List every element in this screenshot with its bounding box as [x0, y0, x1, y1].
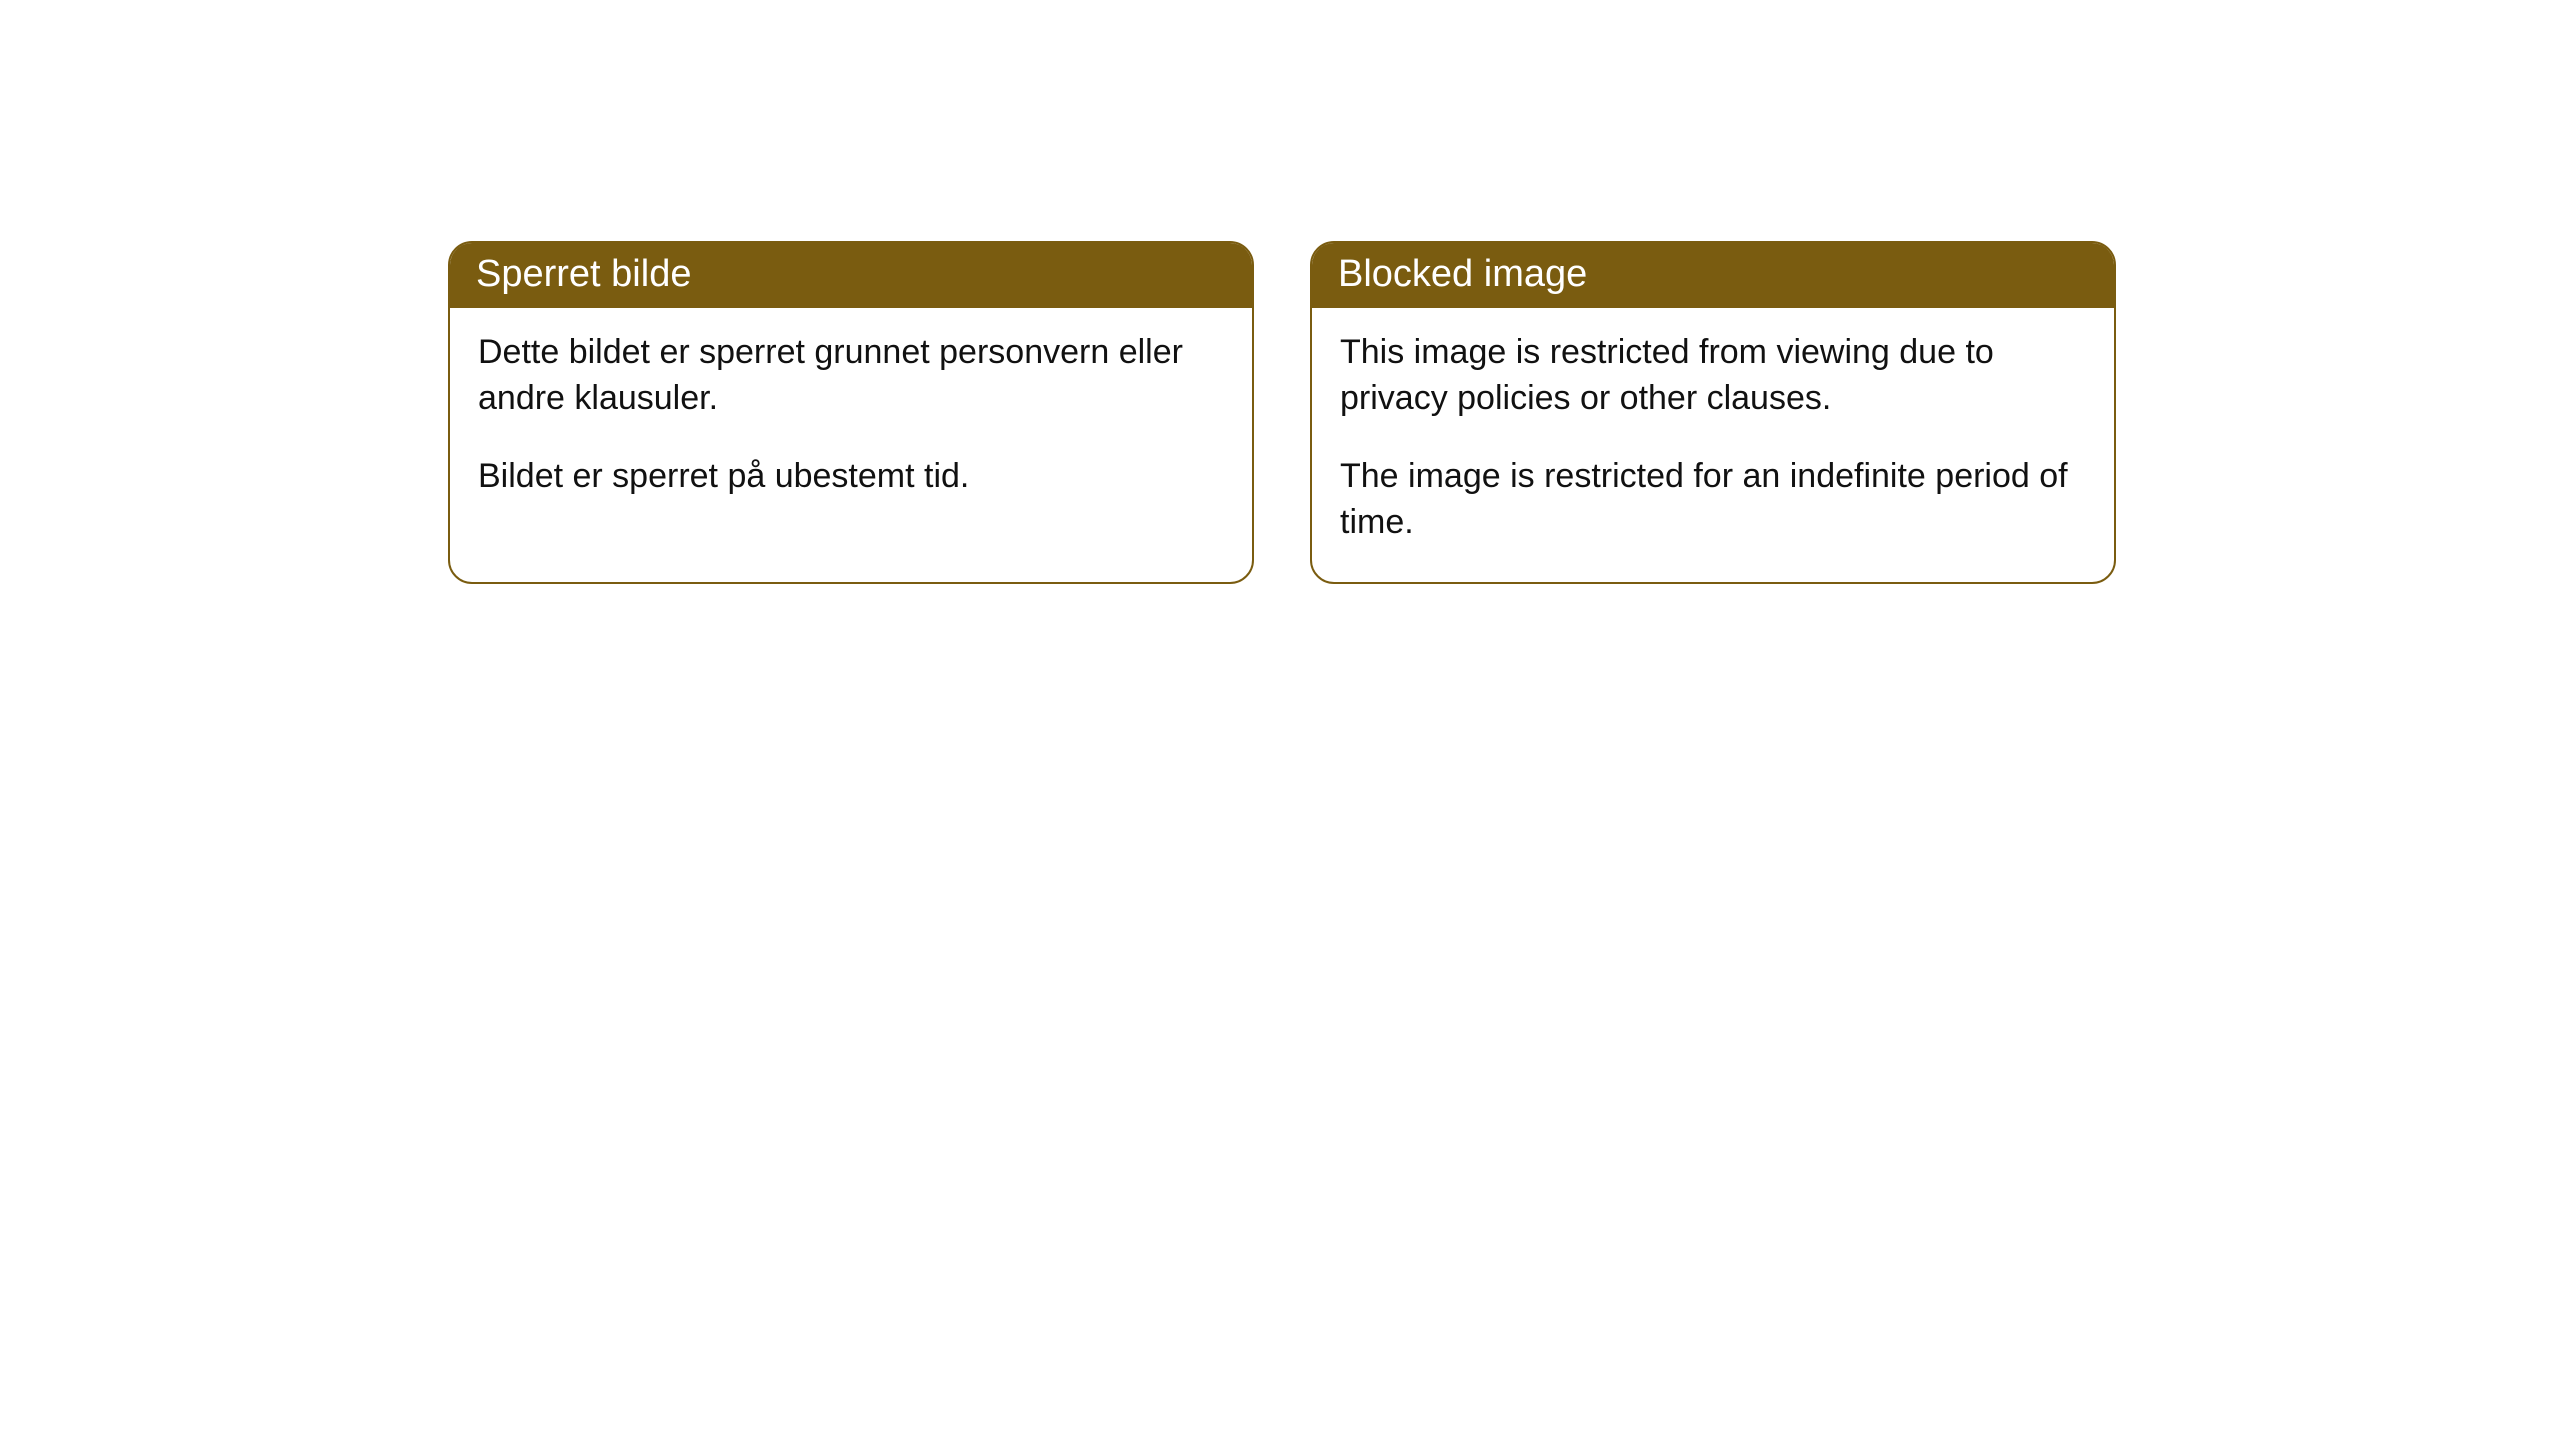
card-paragraph: Dette bildet er sperret grunnet personve…: [478, 330, 1224, 422]
notice-container: Sperret bilde Dette bildet er sperret gr…: [448, 241, 2116, 584]
card-paragraph: This image is restricted from viewing du…: [1340, 330, 2086, 422]
card-body: This image is restricted from viewing du…: [1312, 308, 2114, 582]
notice-card-english: Blocked image This image is restricted f…: [1310, 241, 2116, 584]
card-body: Dette bildet er sperret grunnet personve…: [450, 308, 1252, 536]
card-header: Sperret bilde: [450, 243, 1252, 308]
notice-card-norwegian: Sperret bilde Dette bildet er sperret gr…: [448, 241, 1254, 584]
card-paragraph: The image is restricted for an indefinit…: [1340, 454, 2086, 546]
card-title: Blocked image: [1338, 253, 1587, 295]
card-header: Blocked image: [1312, 243, 2114, 308]
card-paragraph: Bildet er sperret på ubestemt tid.: [478, 454, 1224, 500]
card-title: Sperret bilde: [476, 253, 691, 295]
